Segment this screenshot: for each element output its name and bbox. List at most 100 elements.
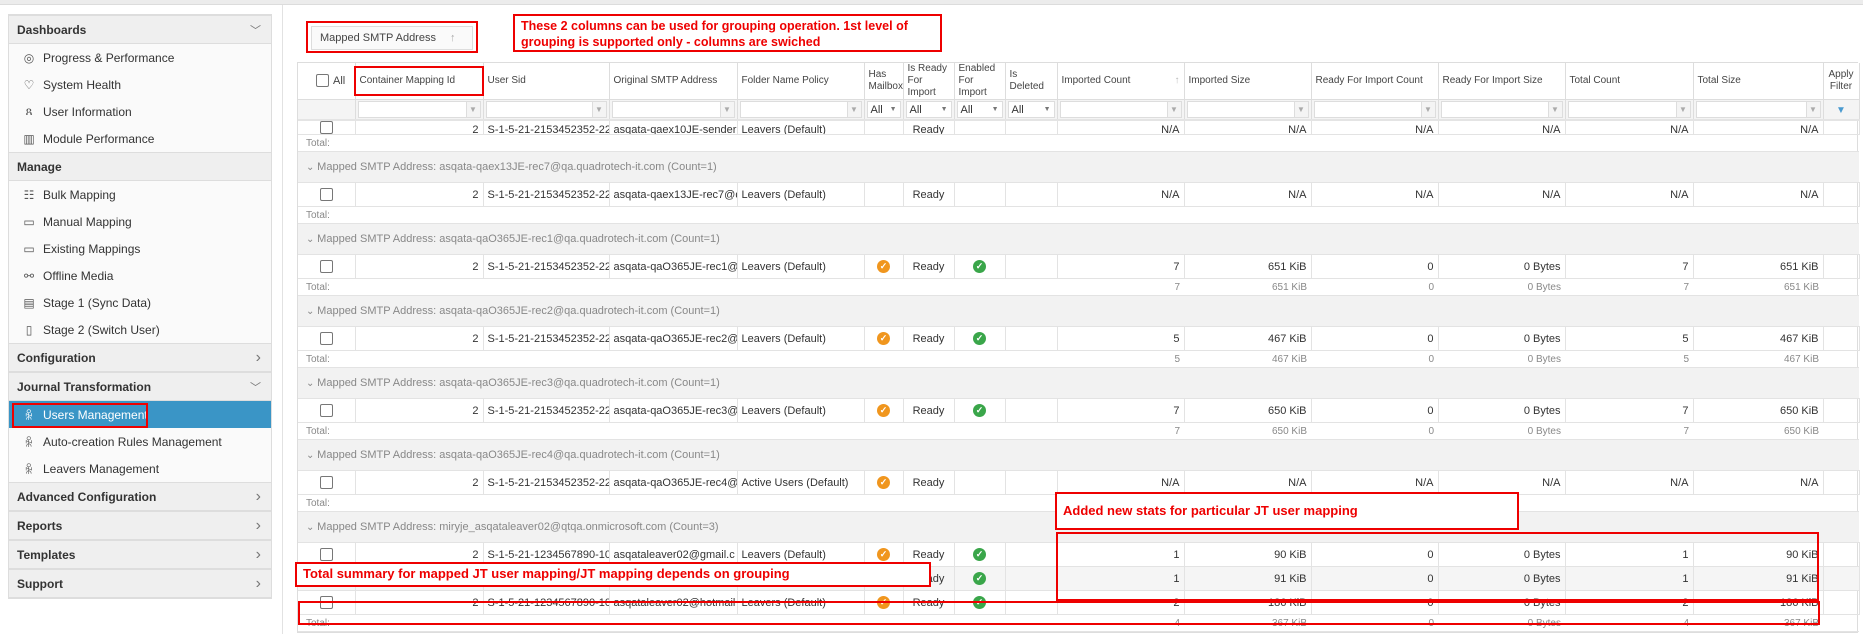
filter-select-has-mailbox[interactable]: All ▼ xyxy=(866,101,901,118)
filter-input-container-mapping-id[interactable]: ▼ xyxy=(357,101,481,118)
row-checkbox[interactable] xyxy=(319,548,333,561)
filter-select-enabled-for-import[interactable]: All ▼ xyxy=(956,101,1003,118)
filter-input-folder-name-policy[interactable]: ▼ xyxy=(739,101,862,118)
filter-icon[interactable]: ▼ xyxy=(1675,102,1690,117)
group-header[interactable]: ⌄ Mapped SMTP Address: asqata-qaO365JE-r… xyxy=(298,223,1859,255)
sidebar-section-support[interactable]: Support › xyxy=(9,569,271,598)
filter-icon[interactable]: ▼ xyxy=(465,102,480,117)
sidebar-section-journal-transformation[interactable]: Journal Transformation ﹀ xyxy=(9,372,271,401)
row-checkbox[interactable] xyxy=(319,121,333,134)
column-header-ready-for-import-size[interactable]: Ready For Import Size xyxy=(1438,63,1566,100)
column-header-imported-count[interactable]: Imported Count ↑ xyxy=(1057,63,1185,100)
table-row[interactable]: 2 S-1-5-21-2153452352-22 asqata-qaO365JE-r… xyxy=(298,326,1860,351)
sidebar-item-users-management[interactable]: ꆜ Users Management xyxy=(9,401,271,428)
filter-input-ready-for-import-count[interactable]: ▼ xyxy=(1313,101,1436,118)
sidebar-item-bulk-mapping[interactable]: ☷ Bulk Mapping xyxy=(9,181,271,208)
row-checkbox[interactable] xyxy=(319,476,333,489)
filter-text[interactable] xyxy=(1188,102,1294,117)
column-header-ready-for-import-count[interactable]: Ready For Import Count xyxy=(1311,63,1439,100)
chevron-right-icon[interactable]: › xyxy=(255,516,261,534)
group-header-row[interactable]: ⌄ Mapped SMTP Address: asqata-qaex13JE-r… xyxy=(298,151,1859,183)
filter-icon[interactable]: ▼ xyxy=(719,102,734,117)
filter-text[interactable] xyxy=(1442,102,1548,117)
table-row[interactable]: 2 S-1-5-21-2153452352-22 asqata-qaO365JE-r… xyxy=(298,398,1860,423)
row-checkbox[interactable] xyxy=(319,260,333,273)
chevron-right-icon[interactable]: › xyxy=(255,545,261,563)
filter-icon[interactable]: ▼ xyxy=(1166,102,1181,117)
sidebar-item-system-health[interactable]: ♡ System Health xyxy=(9,71,271,98)
row-checkbox[interactable] xyxy=(319,332,333,345)
sidebar-item-progress-performance[interactable]: ◎ Progress & Performance xyxy=(9,44,271,71)
column-header-imported-size[interactable]: Imported Size xyxy=(1184,63,1312,100)
filter-text[interactable] xyxy=(1697,102,1806,117)
group-header-row[interactable]: ⌄ Mapped SMTP Address: asqata-qaO365JE-r… xyxy=(298,223,1859,255)
chevron-down-icon[interactable]: ﹀ xyxy=(250,24,261,37)
chevron-down-icon[interactable]: ⌄ xyxy=(306,306,318,317)
filter-icon[interactable]: ▼ xyxy=(1420,102,1435,117)
chevron-right-icon[interactable]: › xyxy=(255,487,261,505)
chevron-down-icon[interactable]: ⌄ xyxy=(306,162,318,173)
filter-input-imported-size[interactable]: ▼ xyxy=(1186,101,1309,118)
filter-text[interactable] xyxy=(1315,102,1421,117)
table-row[interactable]: 2 S-1-5-21-2153452352-22 asqata-qaO365JE-r… xyxy=(298,254,1860,279)
column-header-folder-name-policy[interactable]: Folder Name Policy xyxy=(737,63,865,100)
filter-icon[interactable]: ▼ xyxy=(846,102,861,117)
column-header-total-size[interactable]: Total Size xyxy=(1693,63,1824,100)
filter-icon[interactable]: ▼ xyxy=(1547,102,1562,117)
table-row[interactable]: 2 S-1-5-21-2153452352-22 asqata-qaex10JE-s… xyxy=(298,120,1860,135)
sidebar-section-configuration[interactable]: Configuration › xyxy=(9,343,271,372)
sidebar-section-dashboards[interactable]: Dashboards ﹀ xyxy=(9,15,271,44)
filter-select-is-ready-for-import[interactable]: All ▼ xyxy=(905,101,952,118)
chevron-down-icon[interactable]: ﹀ xyxy=(250,381,261,394)
group-header[interactable]: ⌄ Mapped SMTP Address: asqata-qaO365JE-r… xyxy=(298,439,1859,471)
sidebar-section-reports[interactable]: Reports › xyxy=(9,511,271,540)
group-header-row[interactable]: ⌄ Mapped SMTP Address: asqata-qaO365JE-r… xyxy=(298,367,1859,399)
sidebar-item-auto-creation-rules-management[interactable]: ꆜ Auto-creation Rules Management xyxy=(9,428,271,455)
filter-text[interactable] xyxy=(1061,102,1167,117)
filter-input-ready-for-import-size[interactable]: ▼ xyxy=(1440,101,1563,118)
sort-asc-icon[interactable]: ↑ xyxy=(1174,75,1180,86)
sidebar-item-offline-media[interactable]: ⚯ Offline Media xyxy=(9,262,271,289)
filter-text[interactable] xyxy=(613,102,720,117)
filter-select-is-deleted[interactable]: All ▼ xyxy=(1007,101,1055,118)
chevron-right-icon[interactable]: › xyxy=(255,348,261,366)
sidebar-item-user-information[interactable]: ጸ User Information xyxy=(9,98,271,125)
chevron-down-icon[interactable]: ⌄ xyxy=(306,522,318,533)
column-header-total-count[interactable]: Total Count xyxy=(1565,63,1694,100)
row-checkbox[interactable] xyxy=(319,404,333,417)
column-header-user-sid[interactable]: User Sid xyxy=(483,63,610,100)
group-header[interactable]: ⌄ Mapped SMTP Address: asqata-qaex13JE-r… xyxy=(298,151,1859,183)
sidebar-section-templates[interactable]: Templates › xyxy=(9,540,271,569)
apply-filter-icon[interactable]: ▼ xyxy=(1836,104,1846,116)
select-all-checkbox[interactable] xyxy=(316,74,329,88)
sidebar-item-module-performance[interactable]: ▥ Module Performance xyxy=(9,125,271,152)
column-header-container-mapping-id[interactable]: Container Mapping Id xyxy=(355,63,484,100)
group-header-row[interactable]: ⌄ Mapped SMTP Address: asqata-qaO365JE-r… xyxy=(298,295,1859,327)
filter-input-user-sid[interactable]: ▼ xyxy=(485,101,607,118)
filter-input-total-size[interactable]: ▼ xyxy=(1695,101,1821,118)
filter-text[interactable] xyxy=(359,102,466,117)
column-header-has-mailbox[interactable]: Has Mailbox xyxy=(864,63,904,100)
sidebar-section-manage[interactable]: Manage xyxy=(9,152,271,181)
sidebar-item-existing-mappings[interactable]: ▭ Existing Mappings xyxy=(9,235,271,262)
group-by-chip[interactable]: Mapped SMTP Address ↑ xyxy=(311,26,473,50)
group-header-row[interactable]: ⌄ Mapped SMTP Address: asqata-qaO365JE-r… xyxy=(298,439,1859,471)
chevron-down-icon[interactable]: ⌄ xyxy=(306,234,318,245)
table-row[interactable]: 2 S-1-5-21-2153452352-22 asqata-qaO365JE-r… xyxy=(298,470,1860,495)
chevron-right-icon[interactable]: › xyxy=(255,574,261,592)
filter-icon[interactable]: ▼ xyxy=(591,102,606,117)
column-header-enabled-for-import[interactable]: Enabled For Import xyxy=(954,63,1006,100)
sidebar-item-stage-2-switch-user-[interactable]: ▯ Stage 2 (Switch User) xyxy=(9,316,271,343)
sidebar-item-manual-mapping[interactable]: ▭ Manual Mapping xyxy=(9,208,271,235)
row-checkbox[interactable] xyxy=(319,188,333,201)
column-header-apply-filter[interactable]: Apply Filter xyxy=(1823,63,1860,100)
column-header-is-deleted[interactable]: Is Deleted xyxy=(1005,63,1058,100)
table-row[interactable]: 2 S-1-5-21-2153452352-22 asqata-qaex13JE-r… xyxy=(298,182,1860,207)
filter-icon[interactable]: ▼ xyxy=(1805,102,1820,117)
sidebar-item-leavers-management[interactable]: ꆜ Leavers Management xyxy=(9,455,271,482)
filter-input-imported-count[interactable]: ▼ xyxy=(1059,101,1182,118)
column-header-original-smtp-address[interactable]: Original SMTP Address xyxy=(609,63,738,100)
filter-input-total-count[interactable]: ▼ xyxy=(1567,101,1691,118)
filter-text[interactable] xyxy=(1569,102,1676,117)
group-header[interactable]: ⌄ Mapped SMTP Address: asqata-qaO365JE-r… xyxy=(298,295,1859,327)
